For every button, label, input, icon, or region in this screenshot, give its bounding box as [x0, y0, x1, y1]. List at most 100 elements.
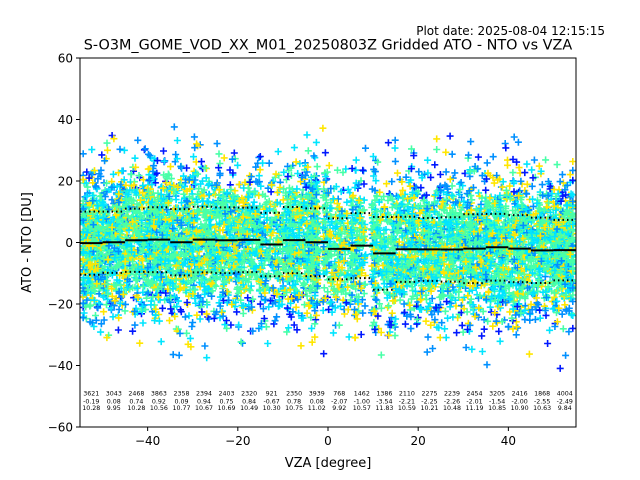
data-point — [320, 284, 328, 292]
data-point — [385, 302, 393, 310]
data-point — [117, 281, 125, 289]
data-point — [320, 350, 328, 358]
data-point — [115, 306, 123, 313]
data-point — [407, 325, 415, 333]
data-point — [82, 315, 90, 323]
chart-title: S-O3M_GOME_VOD_XX_M01_20250803Z Gridded … — [84, 38, 573, 54]
data-point — [110, 281, 118, 289]
data-point — [80, 248, 87, 256]
data-point — [104, 280, 112, 288]
data-point — [319, 124, 327, 132]
data-point — [312, 138, 320, 146]
data-point — [223, 317, 230, 324]
data-point — [201, 342, 209, 350]
data-point — [80, 314, 87, 322]
data-point — [324, 288, 332, 296]
data-point — [113, 263, 121, 271]
data-point — [93, 253, 101, 260]
data-point — [94, 304, 102, 312]
data-point — [357, 331, 365, 338]
data-point — [101, 157, 109, 165]
data-point — [104, 256, 112, 264]
data-point — [319, 307, 327, 314]
data-point — [157, 338, 165, 346]
data-point — [329, 329, 337, 337]
data-point — [166, 317, 173, 325]
data-point — [110, 244, 118, 252]
data-point — [377, 351, 385, 359]
data-point — [183, 329, 191, 337]
data-point — [101, 193, 109, 201]
data-point — [103, 139, 111, 147]
data-point — [119, 290, 127, 298]
data-point — [91, 229, 98, 237]
data-point — [105, 205, 113, 213]
data-point — [90, 323, 98, 330]
data-point — [361, 302, 369, 310]
data-point — [215, 164, 223, 172]
data-point — [384, 303, 392, 311]
data-point — [352, 156, 360, 164]
data-point — [95, 215, 103, 223]
data-point — [297, 342, 305, 350]
data-point — [103, 301, 110, 309]
data-point — [274, 148, 282, 156]
data-point — [92, 316, 100, 324]
data-point — [93, 280, 101, 288]
data-point — [94, 202, 101, 210]
data-point — [90, 296, 98, 304]
data-point — [433, 135, 441, 143]
data-point — [89, 197, 97, 205]
data-point — [111, 297, 119, 305]
data-point — [290, 144, 298, 152]
data-point — [80, 176, 87, 183]
data-point — [216, 160, 224, 167]
data-point — [91, 260, 99, 268]
data-point — [94, 265, 102, 272]
data-point — [95, 232, 103, 240]
data-point — [303, 131, 311, 139]
data-point — [101, 227, 109, 235]
data-point — [188, 323, 196, 330]
data-point — [89, 235, 97, 243]
data-point — [396, 296, 404, 304]
data-point — [108, 223, 116, 231]
data-point — [84, 286, 92, 294]
data-point — [160, 147, 167, 155]
data-point — [87, 301, 94, 309]
data-point — [220, 154, 228, 162]
data-point — [120, 146, 128, 154]
data-point — [118, 167, 126, 175]
data-point — [131, 154, 139, 162]
data-point — [237, 338, 245, 346]
data-point — [394, 169, 401, 177]
data-point — [304, 147, 312, 155]
data-point — [110, 135, 118, 143]
data-point — [86, 318, 94, 326]
data-point — [83, 192, 91, 200]
data-point — [82, 179, 90, 187]
data-point — [361, 280, 369, 288]
data-point — [301, 280, 308, 288]
data-point — [88, 146, 96, 154]
data-point — [230, 149, 238, 157]
data-point — [388, 309, 396, 317]
data-point — [250, 198, 258, 206]
data-point — [98, 151, 106, 159]
plot-date: Plot date: 2025-08-04 12:15:15 — [416, 24, 605, 38]
data-point — [91, 167, 98, 175]
data-point — [159, 304, 166, 312]
data-point — [91, 288, 99, 295]
data-point — [103, 179, 111, 187]
data-point — [97, 328, 105, 336]
data-point — [167, 163, 174, 171]
data-point — [391, 144, 399, 152]
data-point — [169, 351, 177, 359]
data-point — [136, 339, 144, 347]
data-point — [100, 244, 108, 252]
data-point — [190, 133, 198, 141]
data-point — [100, 214, 107, 222]
data-point — [80, 211, 87, 219]
data-point — [244, 294, 252, 302]
